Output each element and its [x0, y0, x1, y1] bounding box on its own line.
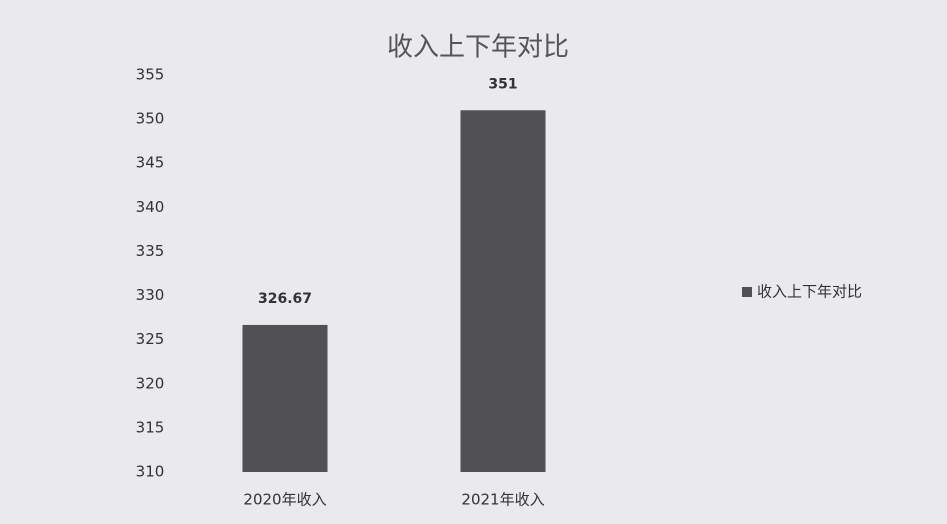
y-tick-label: 325 — [136, 330, 165, 348]
legend-swatch — [742, 287, 752, 297]
data-label: 351 — [488, 76, 517, 92]
y-tick-label: 310 — [136, 463, 165, 481]
y-tick-label: 345 — [136, 154, 165, 172]
y-tick-label: 350 — [136, 110, 165, 128]
chart-title: 收入上下年对比 — [387, 33, 569, 63]
y-tick-label: 335 — [136, 242, 165, 260]
x-tick-label: 2021年收入 — [461, 491, 544, 509]
bar — [460, 110, 546, 473]
bar — [242, 324, 328, 472]
data-label: 326.67 — [258, 291, 312, 307]
y-tick-label: 315 — [136, 418, 165, 436]
y-tick-label: 330 — [136, 286, 165, 304]
y-tick-label: 320 — [136, 374, 165, 392]
y-tick-label: 340 — [136, 198, 165, 216]
y-tick-label: 355 — [136, 66, 165, 84]
x-tick-label: 2020年收入 — [243, 491, 326, 509]
legend-label: 收入上下年对比 — [757, 283, 862, 301]
